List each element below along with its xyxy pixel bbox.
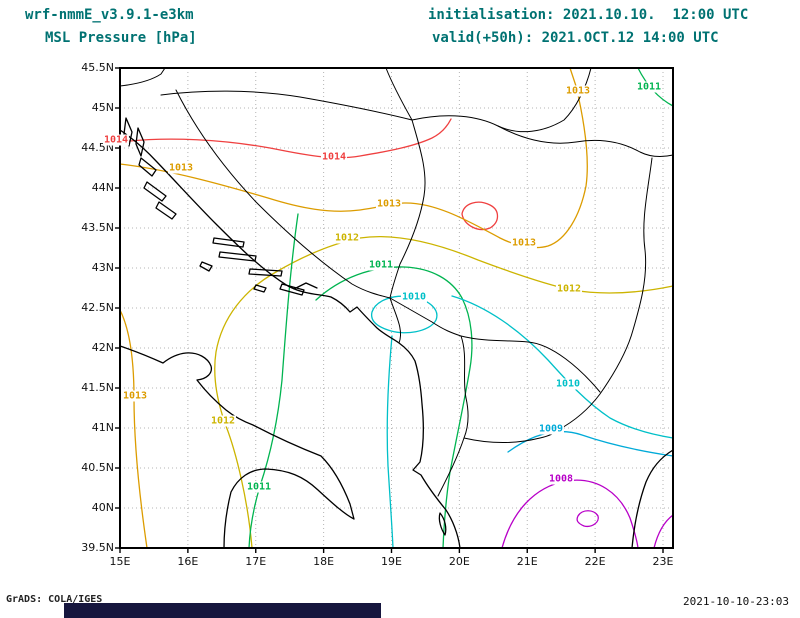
valid-time: valid(+50h): 2021.OCT.12 14:00 UTC [432, 30, 719, 46]
y-tick-label: 40.5N [81, 461, 114, 474]
contour-1008-b [576, 510, 599, 528]
coastline-italy [119, 345, 355, 549]
island-corfu [438, 512, 447, 536]
contour-1014-b [461, 201, 499, 231]
islands-adriatic [123, 117, 305, 296]
model-title: wrf-nmmE_v3.9.1-e3km [25, 7, 194, 23]
contour-1010-a [370, 295, 438, 334]
coastline-dalmatia-albania [119, 129, 461, 549]
contour-label: 1013 [510, 237, 538, 249]
contour-1011-c [248, 213, 299, 549]
contour-1009-a [507, 431, 674, 457]
grads-credit: GrADS: COLA/IGES [6, 594, 103, 605]
init-time: initialisation: 2021.10.10. 12:00 UTC [428, 7, 749, 23]
y-tick-label: 41N [91, 421, 114, 434]
contour-label: 1012 [555, 283, 583, 295]
x-tick-label: 20E [448, 555, 470, 568]
x-tick-label: 19E [381, 555, 402, 568]
contour-1008-a [501, 479, 639, 549]
border-croatia-serbia [385, 67, 413, 121]
x-tick-label: 22E [584, 555, 606, 568]
x-tick-label: 17E [245, 555, 267, 568]
y-tick-label: 41.5N [81, 381, 114, 394]
coastline-peljesac [293, 282, 318, 290]
x-tick-label: 18E [313, 555, 335, 568]
border-sava-north-bosnia [160, 90, 413, 121]
contour-label: 1013 [564, 85, 592, 97]
contour-label: 1012 [333, 232, 361, 244]
plot-frame [119, 67, 674, 549]
x-tick-label: 16E [177, 555, 199, 568]
contour-1013-a [119, 67, 588, 249]
contour-label: 1008 [547, 473, 575, 485]
x-tick-label: 21E [516, 555, 538, 568]
creation-timestamp: 2021-10-10-23:03 [683, 595, 789, 608]
border-drina [389, 119, 426, 299]
border-slovenia [119, 67, 166, 87]
y-tick-label: 43N [91, 261, 114, 274]
y-tick-label: 39.5N [81, 541, 114, 554]
y-tick-label: 42N [91, 341, 114, 354]
contour-label: 1013 [375, 198, 403, 210]
contour-label: 1013 [167, 162, 195, 174]
border-serbia-bulgaria [557, 157, 653, 431]
coastline-greece [631, 449, 674, 549]
x-tick-label: 15E [109, 555, 131, 568]
contour-label: 1011 [245, 481, 273, 493]
border-macedonia-north [389, 297, 601, 393]
border-albania-macedonia [460, 335, 469, 439]
contour-1010-b [451, 295, 674, 439]
border-montenegro-albania [389, 297, 402, 344]
border-greece-north [437, 429, 559, 497]
contour-1010-c [386, 335, 394, 549]
contour-1008-c [653, 514, 674, 549]
contour-label: 1011 [367, 259, 395, 271]
x-tick-label: 23E [652, 555, 674, 568]
y-tick-label: 45.5N [81, 61, 114, 74]
contour-label: 1009 [537, 423, 565, 435]
contour-label: 1013 [121, 390, 149, 402]
contour-label: 1014 [102, 134, 130, 146]
contour-label: 1010 [554, 378, 582, 390]
border-danube-east [497, 125, 674, 158]
contour-label: 1011 [635, 81, 663, 93]
contour-label: 1012 [209, 415, 237, 427]
y-tick-label: 42.5N [81, 301, 114, 314]
map-layer [119, 67, 674, 549]
border-croatia-bosnia [175, 89, 391, 299]
taskbar-fragment [64, 603, 381, 618]
contour-label: 1014 [320, 151, 348, 163]
y-tick-label: 40N [91, 501, 114, 514]
contour-label: 1010 [400, 291, 428, 303]
contour-1014-a [119, 118, 452, 159]
y-tick-label: 45N [91, 101, 114, 114]
y-tick-label: 44N [91, 181, 114, 194]
y-tick-label: 43.5N [81, 221, 114, 234]
contour-1013-b [119, 309, 148, 549]
border-vojvodina-north [411, 67, 592, 133]
field-title: MSL Pressure [hPa] [45, 30, 197, 46]
